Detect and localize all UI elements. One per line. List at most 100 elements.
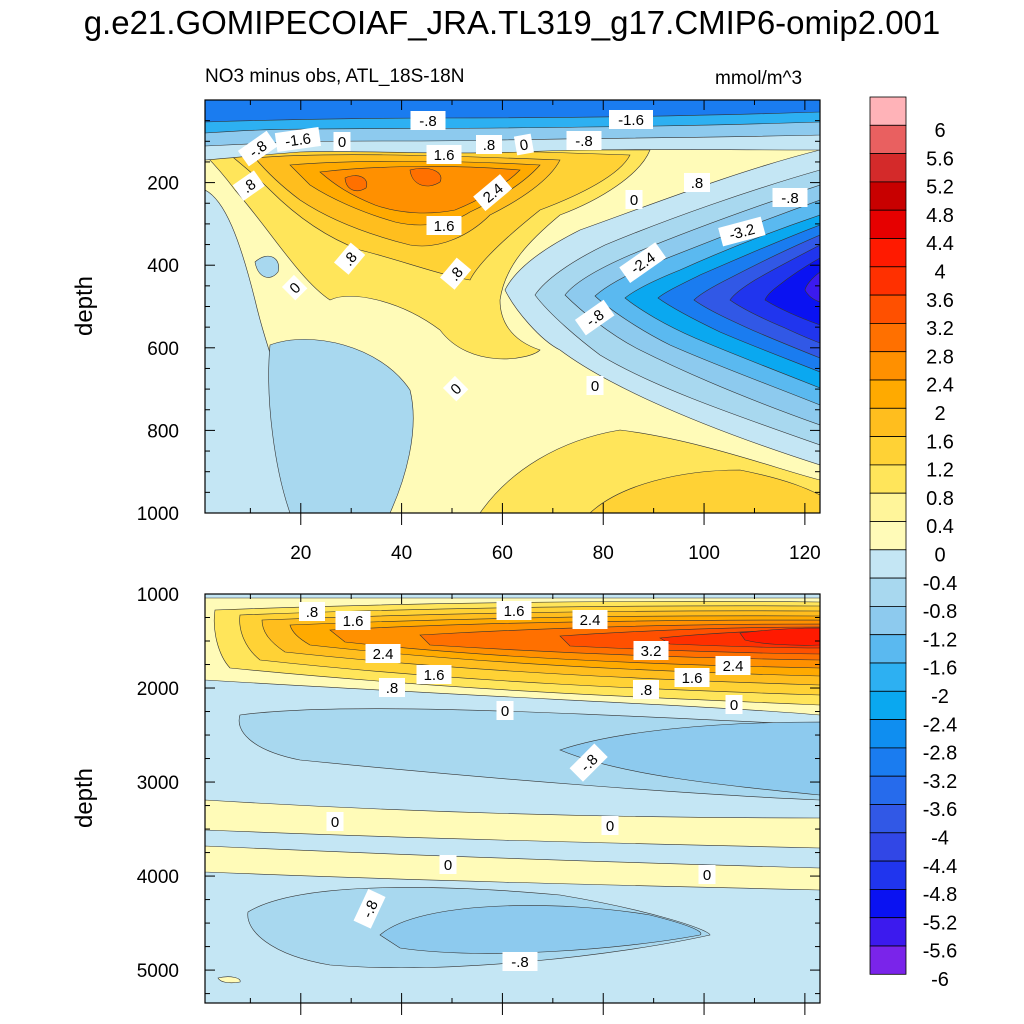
y-tick-label: 600 xyxy=(147,339,179,360)
colorbar-label: 2.8 xyxy=(926,346,954,368)
contour-label-text: -.8 xyxy=(583,306,607,330)
contour-label-text: -.8 xyxy=(246,137,270,161)
contour-label-text: 0 xyxy=(591,378,599,395)
contour-label-bg xyxy=(725,695,743,714)
contour-label-bg xyxy=(410,111,446,130)
contour-label-text: 2.4 xyxy=(580,612,601,629)
colorbar-label: -4.8 xyxy=(923,884,957,906)
colorbar-swatch xyxy=(869,492,907,522)
contour-label-bg xyxy=(416,665,452,684)
contour-label-bg xyxy=(718,216,766,247)
contour-label-bg xyxy=(439,855,457,874)
contour-label: 3.2 xyxy=(633,641,669,660)
contour-label-bg xyxy=(476,135,502,154)
colorbar-swatch xyxy=(869,719,907,749)
contour-label-text: 1.6 xyxy=(424,667,445,684)
colorbar-label: 0 xyxy=(934,545,945,567)
colorbar-swatch xyxy=(869,860,907,890)
contour-label: -.8 xyxy=(574,299,615,336)
contour-label-text: 0 xyxy=(703,867,711,884)
contour-label: 0 xyxy=(439,855,457,874)
contour-label-bg xyxy=(232,170,265,201)
x-tick-label: 120 xyxy=(789,543,821,564)
colorbar-label: -2.8 xyxy=(923,743,957,765)
lower-plot-frame xyxy=(204,593,821,1004)
colorbar-label: 1.6 xyxy=(926,431,954,453)
contour-label-text: -.8 xyxy=(419,113,437,130)
y-tick-label: 800 xyxy=(147,421,179,442)
upper-contour-field xyxy=(205,100,820,513)
colorbar-label: -4 xyxy=(931,828,949,850)
contour-label-bg xyxy=(586,376,604,395)
contour-label: 0 xyxy=(333,132,351,151)
contour-label: 0 xyxy=(496,701,514,720)
colorbar-swatch xyxy=(869,889,907,919)
contour-label: 2.4 xyxy=(365,644,401,663)
contour-label-text: -.8 xyxy=(511,954,529,971)
x-tick-label: 60 xyxy=(492,543,513,564)
contour-label-text: 3.2 xyxy=(641,643,662,660)
colorbar-label: 5.6 xyxy=(926,148,954,170)
contour-label: -1.6 xyxy=(274,127,322,152)
colorbar-label: 3.2 xyxy=(926,318,954,340)
colorbar: 6 5.6 5.2 4.8 4.4 4 3.6 3.2 2.8 2.4 2 1.6 1.2 0.8 0.4 0… xyxy=(869,96,957,991)
upper-axes: 200 400 600 800 1000 20 40 60 80 100 120 xyxy=(137,99,821,564)
chart-title: g.e21.GOMIPECOIAF_JRA.TL319_g17.CMIP6-om… xyxy=(83,4,941,41)
contour-label-bg xyxy=(572,610,608,629)
colorbar-label: -2 xyxy=(931,686,949,708)
contour-label: 1.6 xyxy=(426,216,462,235)
contour-label-bg xyxy=(426,145,462,164)
colorbar-swatch xyxy=(869,379,907,409)
contour-label-text: 1.6 xyxy=(434,147,455,164)
contour-label-bg xyxy=(473,174,513,212)
contour-label-text: 2.4 xyxy=(373,646,394,663)
contour-label-bg xyxy=(333,132,351,151)
colorbar-label: 4.4 xyxy=(926,233,954,255)
contour-label: 1.6 xyxy=(674,668,710,687)
contour-label-bg xyxy=(326,812,344,831)
contour-label: 0 xyxy=(601,816,619,835)
contour-label: -.8 xyxy=(502,952,538,971)
contour-label-bg xyxy=(365,644,401,663)
colorbar-label: 0.8 xyxy=(926,488,954,510)
contour-label: -.8 xyxy=(566,131,602,150)
colorbar-label: -1.2 xyxy=(923,629,957,651)
contour-label-bg xyxy=(274,127,322,152)
lower-contour-field xyxy=(205,594,820,1003)
contour-label-bg xyxy=(674,668,710,687)
contour-label: -.8 xyxy=(410,111,446,130)
contour-label: .8 xyxy=(476,135,502,154)
colorbar-label: -3.2 xyxy=(923,771,957,793)
contour-label-text: -3.2 xyxy=(727,221,756,244)
colorbar-swatch xyxy=(869,124,907,155)
colorbar-label: 4 xyxy=(934,262,945,284)
contour-label: 0 xyxy=(326,812,344,831)
contour-label: 0 xyxy=(281,274,308,301)
contour-label: 1.6 xyxy=(335,611,371,630)
colorbar-label: 1.2 xyxy=(926,460,954,482)
lower-axes: 1000 2000 3000 4000 5000 xyxy=(137,585,820,1015)
contour-label-bg xyxy=(684,173,710,192)
contour-label-text: -.8 xyxy=(781,190,799,207)
contour-label-bg xyxy=(426,216,462,235)
colorbar-label: 2 xyxy=(934,403,945,425)
units-label: mmol/m^3 xyxy=(715,68,803,89)
lower-contour-labels: .8 1.6 1.6 2.4 2.4 1.6 3.2 1.6 2.4 .8 .8 0 0 -.8 0 0 0 0 -… xyxy=(299,601,751,971)
contour-label-bg xyxy=(299,602,325,621)
contour-label-text: 1.6 xyxy=(343,613,364,630)
contour-label-bg xyxy=(625,190,643,209)
contour-label-bg xyxy=(569,743,608,782)
contour-label-bg xyxy=(566,131,602,150)
contour-label-bg xyxy=(237,130,278,167)
colorbar-label: -5.2 xyxy=(923,912,957,934)
contour-label-bg xyxy=(353,888,386,929)
y-tick-label: 4000 xyxy=(137,867,179,888)
y-tick-label: 1000 xyxy=(137,504,179,525)
colorbar-swatch xyxy=(869,747,907,777)
colorbar-swatch xyxy=(869,577,907,607)
contour-label: .8 xyxy=(684,173,710,192)
contour-label: 1.6 xyxy=(496,601,532,620)
contour-label-text: 0 xyxy=(444,857,452,874)
colorbar-label: 3.6 xyxy=(926,290,954,312)
x-tick-label: 20 xyxy=(290,543,311,564)
